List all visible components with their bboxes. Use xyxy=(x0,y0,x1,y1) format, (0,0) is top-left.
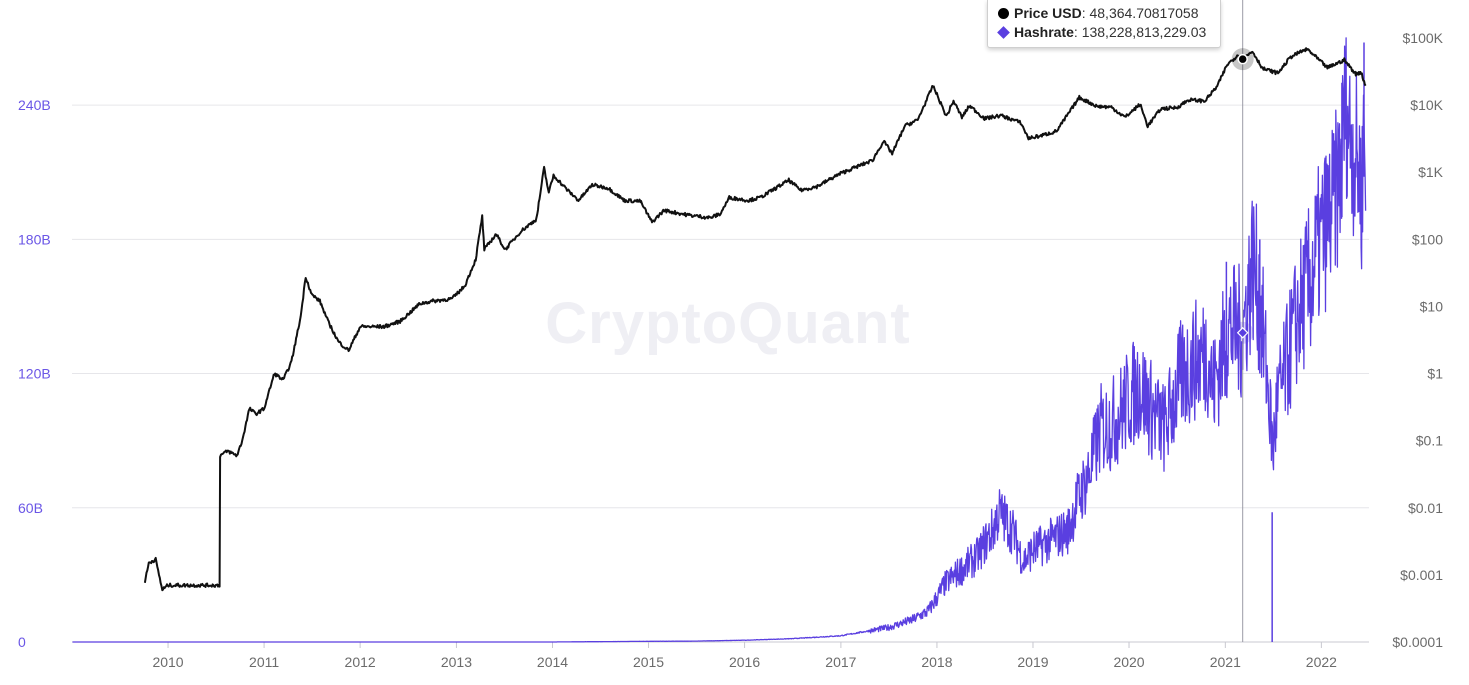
x-tick-label: 2013 xyxy=(441,654,472,670)
x-tick-label: 2014 xyxy=(537,654,568,670)
right-tick-label: $1K xyxy=(1418,164,1444,180)
hashrate-marker-icon xyxy=(997,26,1010,39)
x-tick-label: 2017 xyxy=(825,654,856,670)
tooltip-hashrate-label: Hashrate xyxy=(1014,24,1074,40)
tooltip-price-row: Price USD: 48,364.70817058 xyxy=(998,4,1220,23)
crosshair-layer xyxy=(1231,0,1254,642)
price-hover-point xyxy=(1237,53,1248,65)
x-tick-label: 2020 xyxy=(1113,654,1144,670)
tooltip-price-value: : 48,364.70817058 xyxy=(1081,5,1199,21)
right-tick-label: $10K xyxy=(1410,97,1443,113)
gridlines xyxy=(72,104,1369,643)
x-tick-label: 2019 xyxy=(1017,654,1048,670)
right-tick-label: $0.0001 xyxy=(1392,634,1443,650)
left-tick-label: 0 xyxy=(18,634,26,650)
tooltip-hashrate-row: Hashrate: 138,228,813,229.03 xyxy=(997,23,1220,42)
right-tick-label: $100K xyxy=(1403,30,1444,46)
left-tick-label: 60B xyxy=(18,500,43,516)
left-tick-label: 240B xyxy=(18,97,51,113)
price-line xyxy=(143,47,1367,592)
x-tick-label: 2010 xyxy=(152,654,183,670)
left-tick-label: 180B xyxy=(18,231,51,247)
price-marker-icon xyxy=(998,8,1009,19)
left-tick-label: 120B xyxy=(18,366,51,382)
x-tick-label: 2021 xyxy=(1210,654,1241,670)
x-tick-label: 2018 xyxy=(921,654,952,670)
right-tick-label: $0.01 xyxy=(1408,500,1443,516)
hashrate-hover-point xyxy=(1236,326,1249,339)
x-tick-label: 2016 xyxy=(729,654,760,670)
right-tick-label: $10 xyxy=(1420,298,1444,314)
tooltip-price-label: Price USD xyxy=(1014,5,1082,21)
left-axis: 0 60B 120B 180B 240B xyxy=(18,97,51,650)
x-tick-label: 2022 xyxy=(1306,654,1337,670)
tooltip: Price USD: 48,364.70817058 Hashrate: 138… xyxy=(987,0,1221,48)
tooltip-hashrate-value: : 138,228,813,229.03 xyxy=(1073,24,1207,40)
x-tick-label: 2012 xyxy=(345,654,376,670)
x-tick-label: 2011 xyxy=(249,654,279,670)
x-axis: 2010 2011 2012 2013 2014 2015 2016 2017 2018 2019… xyxy=(152,642,1337,670)
series-layer xyxy=(72,37,1367,643)
right-tick-label: $100 xyxy=(1412,231,1443,247)
hashrate-line xyxy=(72,37,1367,643)
right-tick-label: $1 xyxy=(1427,366,1443,382)
right-tick-label: $0.1 xyxy=(1416,433,1443,449)
watermark: CryptoQuant xyxy=(545,291,910,356)
x-tick-label: 2015 xyxy=(633,654,664,670)
right-axis: $0.0001 $0.001 $0.01 $0.1 $1 $10 $100 $1K $10K $1… xyxy=(1392,30,1443,650)
right-tick-label: $0.001 xyxy=(1400,567,1443,583)
